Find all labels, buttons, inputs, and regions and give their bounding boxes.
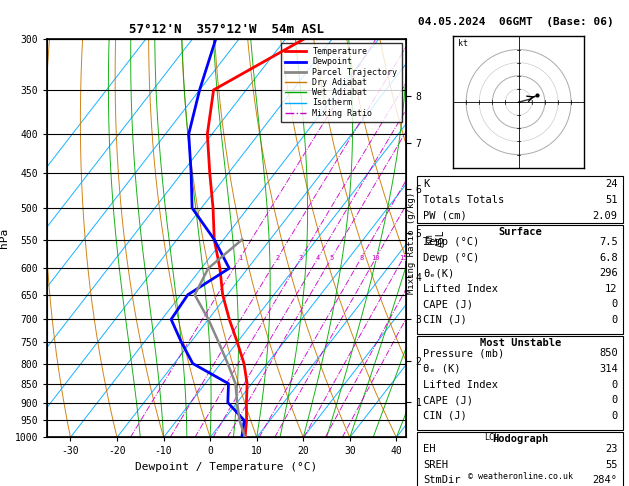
Text: LCL: LCL — [484, 433, 499, 442]
Text: © weatheronline.co.uk: © weatheronline.co.uk — [469, 472, 573, 481]
Text: 5: 5 — [330, 255, 334, 261]
Text: 0: 0 — [611, 315, 618, 325]
X-axis label: Dewpoint / Temperature (°C): Dewpoint / Temperature (°C) — [135, 462, 318, 472]
Text: 284°: 284° — [593, 475, 618, 485]
Text: Mixing Ratio (g/kg): Mixing Ratio (g/kg) — [408, 192, 416, 294]
Text: 1: 1 — [238, 255, 242, 261]
Text: 850: 850 — [599, 348, 618, 358]
Text: θₑ(K): θₑ(K) — [423, 268, 455, 278]
Y-axis label: hPa: hPa — [0, 228, 9, 248]
Text: 296: 296 — [599, 268, 618, 278]
Text: 51: 51 — [605, 195, 618, 205]
Text: CIN (J): CIN (J) — [423, 315, 467, 325]
Text: 6.8: 6.8 — [599, 253, 618, 262]
Text: 0: 0 — [611, 411, 618, 420]
Text: 04.05.2024  06GMT  (Base: 06): 04.05.2024 06GMT (Base: 06) — [418, 17, 614, 27]
Text: Most Unstable: Most Unstable — [480, 338, 561, 348]
Text: 0: 0 — [611, 380, 618, 389]
Text: Dewp (°C): Dewp (°C) — [423, 253, 479, 262]
Text: 2.09: 2.09 — [593, 210, 618, 221]
Text: 0: 0 — [611, 299, 618, 309]
Text: EH: EH — [423, 444, 436, 454]
Text: 23: 23 — [605, 444, 618, 454]
Text: 2: 2 — [276, 255, 280, 261]
Text: Lifted Index: Lifted Index — [423, 380, 498, 389]
Text: K: K — [423, 179, 430, 190]
Text: CAPE (J): CAPE (J) — [423, 395, 473, 405]
Text: 3: 3 — [299, 255, 303, 261]
Text: Totals Totals: Totals Totals — [423, 195, 504, 205]
Text: Surface: Surface — [499, 227, 542, 237]
Text: 0: 0 — [611, 395, 618, 405]
Text: kt: kt — [459, 38, 468, 48]
Text: 55: 55 — [605, 460, 618, 469]
Text: CIN (J): CIN (J) — [423, 411, 467, 420]
Text: CAPE (J): CAPE (J) — [423, 299, 473, 309]
Text: 24: 24 — [605, 179, 618, 190]
Text: StmDir: StmDir — [423, 475, 461, 485]
Text: Lifted Index: Lifted Index — [423, 284, 498, 294]
Text: θₑ (K): θₑ (K) — [423, 364, 461, 374]
Text: PW (cm): PW (cm) — [423, 210, 467, 221]
Text: 8: 8 — [359, 255, 364, 261]
Legend: Temperature, Dewpoint, Parcel Trajectory, Dry Adiabat, Wet Adiabat, Isotherm, Mi: Temperature, Dewpoint, Parcel Trajectory… — [281, 43, 401, 122]
Text: 12: 12 — [605, 284, 618, 294]
Text: 7.5: 7.5 — [599, 237, 618, 247]
Text: 314: 314 — [599, 364, 618, 374]
Text: Hodograph: Hodograph — [493, 434, 548, 444]
Text: 4: 4 — [316, 255, 320, 261]
Title: 57°12'N  357°12'W  54m ASL: 57°12'N 357°12'W 54m ASL — [129, 23, 324, 36]
Text: 10: 10 — [372, 255, 380, 261]
Text: Temp (°C): Temp (°C) — [423, 237, 479, 247]
Text: SREH: SREH — [423, 460, 448, 469]
Text: 15: 15 — [399, 255, 408, 261]
Y-axis label: km
ASL: km ASL — [424, 229, 446, 247]
Text: Pressure (mb): Pressure (mb) — [423, 348, 504, 358]
